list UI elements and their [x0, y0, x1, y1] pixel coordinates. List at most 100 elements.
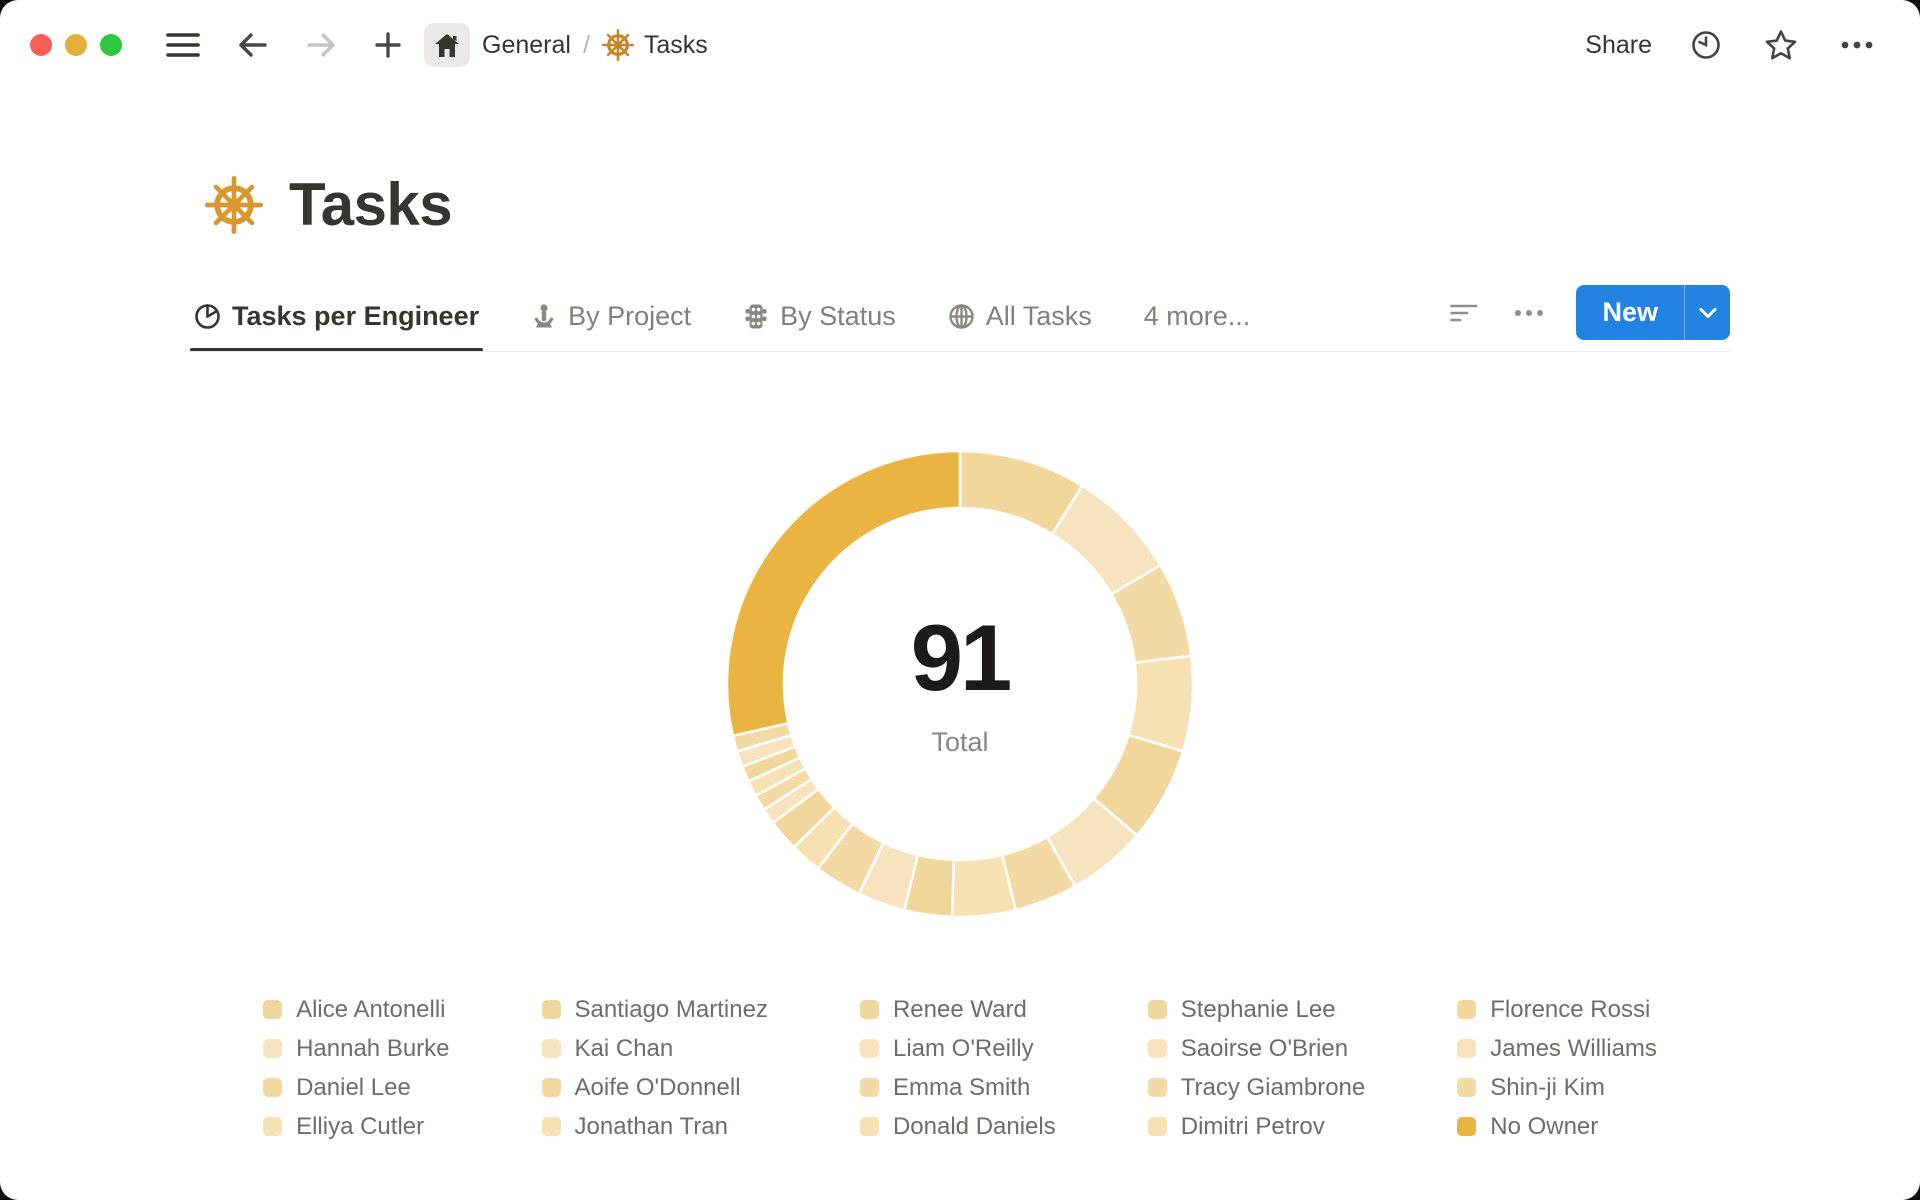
legend-name: No Owner	[1490, 1112, 1599, 1140]
legend-item[interactable]: Kai Chan	[541, 1029, 768, 1068]
legend-swatch	[859, 1078, 879, 1097]
anchor-icon	[531, 303, 557, 330]
tab-label: By Project	[568, 301, 692, 331]
ship-wheel-icon	[601, 29, 634, 61]
legend-item[interactable]: Liam O'Reilly	[859, 1029, 1056, 1068]
legend-item[interactable]: Stephanie Lee	[1147, 990, 1366, 1029]
legend-swatch	[263, 1117, 283, 1136]
tab-all-tasks[interactable]: All Tasks	[944, 291, 1096, 350]
star-icon	[1764, 29, 1798, 61]
share-button[interactable]: Share	[1585, 30, 1652, 59]
filter-lines-icon	[1450, 303, 1478, 323]
legend-name: Emma Smith	[892, 1073, 1031, 1101]
legend-swatch	[1457, 1000, 1477, 1019]
legend-swatch	[263, 1000, 283, 1019]
page-title: Tasks	[289, 171, 453, 238]
legend-swatch	[1147, 1039, 1167, 1058]
legend-swatch	[1147, 1078, 1167, 1097]
legend-swatch	[1457, 1117, 1477, 1136]
filter-button[interactable]	[1446, 299, 1482, 327]
tab-tasks-per-engineer[interactable]: Tasks per Engineer	[190, 291, 484, 352]
plus-icon	[374, 31, 402, 59]
legend-name: Liam O'Reilly	[892, 1034, 1034, 1062]
tasks-donut-chart: 91 Total	[724, 448, 1196, 920]
legend-name: Hannah Burke	[296, 1034, 450, 1062]
legend-item[interactable]: Florence Rossi	[1457, 990, 1657, 1029]
legend-swatch	[859, 1039, 879, 1058]
more-options-button[interactable]	[1836, 36, 1878, 54]
view-options-button[interactable]	[1510, 305, 1548, 321]
legend-name: Tracy Giambrone	[1180, 1073, 1366, 1101]
breadcrumb-separator: /	[582, 30, 590, 59]
legend-item[interactable]: Tracy Giambrone	[1147, 1068, 1366, 1107]
home-button[interactable]	[424, 23, 470, 67]
breadcrumb-page[interactable]: Tasks	[601, 29, 708, 61]
minimize-window-button[interactable]	[65, 34, 87, 56]
tab-by-status[interactable]: By Status	[739, 291, 900, 350]
tab-label: Tasks per Engineer	[232, 301, 480, 331]
legend-item[interactable]: No Owner	[1457, 1107, 1657, 1146]
legend-swatch	[263, 1039, 283, 1058]
hamburger-icon	[166, 32, 200, 58]
new-task-split-button[interactable]: New	[1576, 285, 1730, 340]
forward-button[interactable]	[302, 28, 340, 62]
view-tabs-bar: Tasks per Engineer By Project By Status …	[190, 285, 1730, 352]
view-tabs: Tasks per Engineer By Project By Status …	[190, 291, 1255, 352]
legend-swatch	[1457, 1039, 1477, 1058]
legend-name: James Williams	[1490, 1034, 1657, 1062]
legend-name: Stephanie Lee	[1180, 995, 1336, 1023]
legend-item[interactable]: James Williams	[1457, 1029, 1657, 1068]
legend-item[interactable]: Shin-ji Kim	[1457, 1068, 1657, 1107]
titlebar-actions: Share	[1585, 25, 1878, 65]
legend-name: Alice Antonelli	[296, 995, 446, 1023]
zoom-window-button[interactable]	[100, 34, 122, 56]
legend-item[interactable]: Donald Daniels	[859, 1107, 1056, 1146]
legend-name: Kai Chan	[574, 1034, 674, 1062]
legend-item[interactable]: Elliya Cutler	[263, 1107, 449, 1146]
updates-button[interactable]	[1686, 25, 1726, 65]
legend-name: Renee Ward	[892, 995, 1027, 1023]
legend-item[interactable]: Renee Ward	[859, 990, 1056, 1029]
page-header: Tasks	[205, 170, 1920, 239]
legend-item[interactable]: Dimitri Petrov	[1147, 1107, 1366, 1146]
titlebar: General / Tasks Share	[0, 0, 1920, 90]
legend-item[interactable]: Jonathan Tran	[541, 1107, 768, 1146]
legend-item[interactable]: Alice Antonelli	[263, 990, 449, 1029]
globe-icon	[948, 303, 975, 330]
donut-slice[interactable]	[725, 449, 962, 738]
legend-name: Saoirse O'Brien	[1180, 1034, 1349, 1062]
legend-swatch	[1147, 1117, 1167, 1136]
sidebar-toggle-button[interactable]	[162, 28, 204, 62]
ship-wheel-page-icon[interactable]	[205, 175, 263, 234]
legend-name: Shin-ji Kim	[1490, 1073, 1605, 1101]
legend-item[interactable]: Santiago Martinez	[541, 990, 768, 1029]
ellipsis-icon	[1514, 309, 1544, 317]
new-task-dropdown-button[interactable]	[1684, 285, 1730, 340]
new-tab-button[interactable]	[370, 27, 406, 63]
legend-item[interactable]: Hannah Burke	[263, 1029, 450, 1068]
legend-name: Donald Daniels	[892, 1112, 1056, 1140]
legend-name: Daniel Lee	[296, 1073, 411, 1101]
new-task-button[interactable]: New	[1602, 297, 1658, 327]
legend-name: Aoife O'Donnell	[574, 1073, 741, 1101]
tab-more-views[interactable]: 4 more...	[1140, 291, 1255, 350]
legend-item[interactable]: Aoife O'Donnell	[541, 1068, 768, 1107]
legend-item[interactable]: Saoirse O'Brien	[1147, 1029, 1366, 1068]
legend-name: Jonathan Tran	[574, 1112, 728, 1140]
breadcrumb: General / Tasks	[424, 23, 708, 67]
home-icon	[434, 32, 460, 58]
tab-label: All Tasks	[985, 301, 1092, 331]
breadcrumb-page-label: Tasks	[643, 30, 708, 59]
tab-label: By Status	[780, 301, 896, 331]
legend-item[interactable]: Emma Smith	[859, 1068, 1056, 1107]
back-button[interactable]	[234, 28, 272, 62]
donut-chart-svg	[725, 449, 1195, 919]
tab-by-project[interactable]: By Project	[527, 291, 695, 350]
close-window-button[interactable]	[30, 34, 52, 56]
legend-swatch	[263, 1078, 283, 1097]
legend-swatch	[1147, 1000, 1167, 1019]
legend-item[interactable]: Daniel Lee	[263, 1068, 449, 1107]
legend-swatch	[541, 1117, 561, 1136]
breadcrumb-root[interactable]: General	[482, 30, 571, 59]
favorite-button[interactable]	[1760, 25, 1802, 65]
